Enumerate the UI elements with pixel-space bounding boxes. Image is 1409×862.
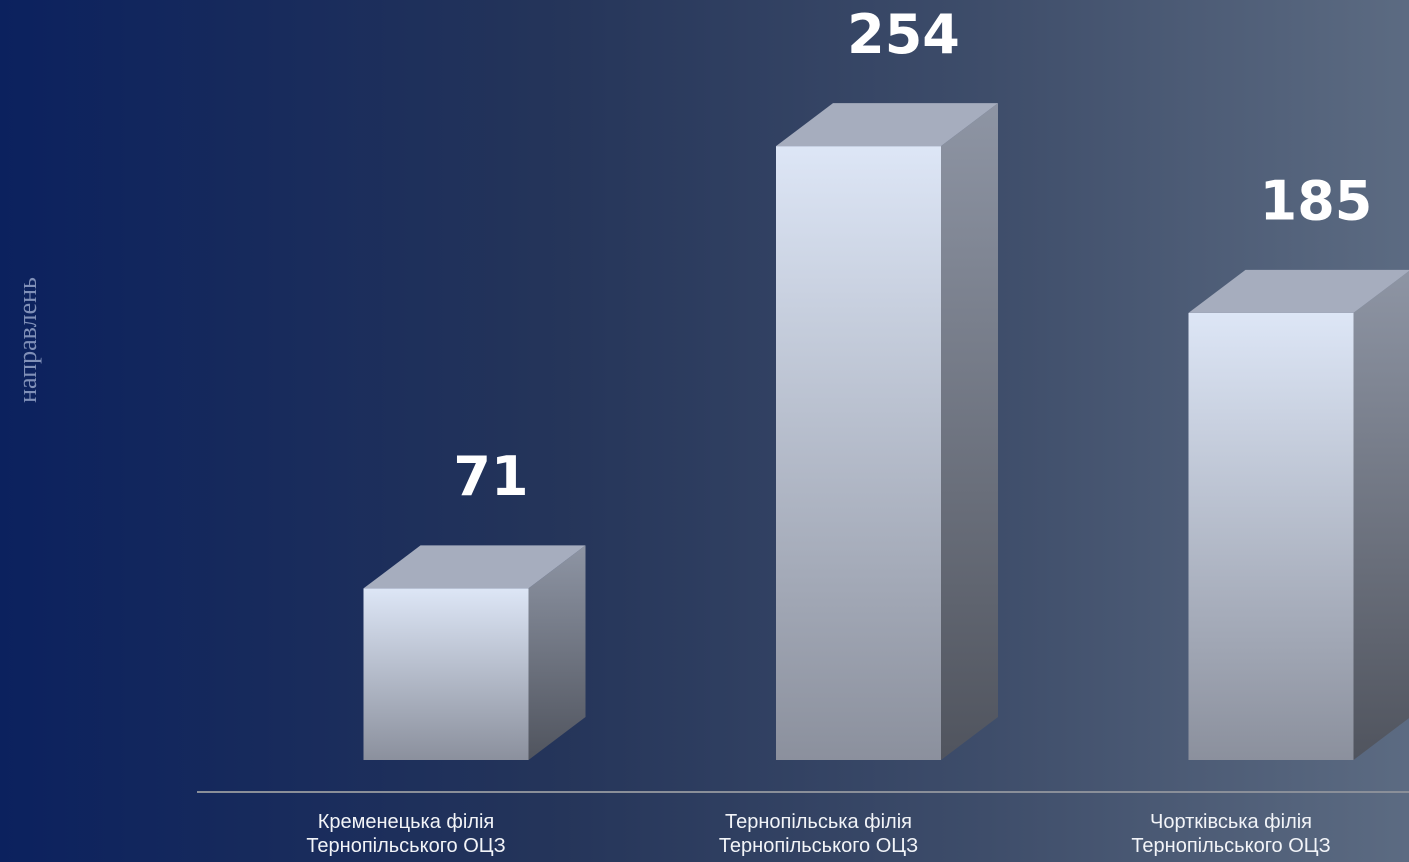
y-axis-label: направлень bbox=[13, 277, 42, 403]
bar-top bbox=[363, 545, 586, 589]
value-label: 185 bbox=[1260, 170, 1373, 233]
x-tick-label: Тернопільська філія Тернопільського ОЦЗ bbox=[718, 811, 919, 857]
value-label: 254 bbox=[847, 3, 960, 66]
bar-top bbox=[776, 103, 998, 147]
bar bbox=[1188, 312, 1354, 760]
bar bbox=[776, 146, 941, 760]
bar-side bbox=[528, 545, 586, 760]
bar bbox=[363, 588, 529, 760]
value-label: 71 bbox=[453, 445, 528, 508]
bar-side bbox=[1353, 271, 1409, 760]
x-tick-label: Кременецька філія Тернопільського ОЦЗ bbox=[306, 811, 506, 857]
x-tick-label: Чортківська філія Тернопільського ОЦЗ bbox=[1131, 811, 1331, 857]
bar-top bbox=[1188, 269, 1409, 313]
bar-side bbox=[941, 103, 998, 760]
